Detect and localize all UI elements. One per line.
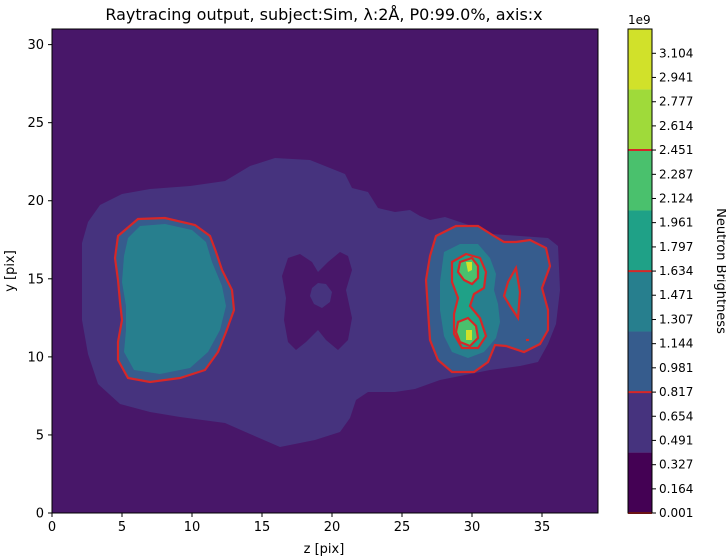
colorbar-tick-label: 1.307 [659,313,693,327]
plot-frame [51,28,599,514]
colorbar-tick-label: 2.777 [659,95,693,109]
x-tick-label: 30 [464,520,481,535]
x-axis: 0 5 10 15 20 25 30 35 [48,513,550,535]
x-axis-label: z [pix] [304,542,345,557]
colorbar-tick-label: 0.164 [659,482,693,496]
colorbar-tick-label: 2.124 [659,191,693,205]
colorbar-tick-label: 0.981 [659,361,693,375]
x-tick-label: 0 [48,520,56,535]
colorbar-swatch [628,89,652,151]
y-tick-label: 20 [27,194,44,209]
contour-line-left [113,216,236,384]
y-tick-label: 10 [27,350,44,365]
colorbar-swatch [628,29,652,90]
chart-title: Raytracing output, subject:Sim, λ:2Å, P0… [105,5,542,24]
x-tick-label: 10 [184,520,201,535]
colorbar-tick-label: 0.817 [659,385,693,399]
colorbar-tick-label: 0.001 [659,506,693,520]
colorbar-tick-label: 0.327 [659,458,693,472]
contour-line-right-inner [450,252,488,350]
contour-line-right-side [502,264,522,322]
y-axis: 0 5 10 15 20 25 30 [27,38,52,522]
contour-line-peak-upper [456,256,480,286]
contour-fill-left-inner [122,224,226,374]
colorbar-swatch [628,331,652,393]
colorbar-tick-label: 1.471 [659,288,693,302]
contour-line-right-outer [424,224,552,374]
y-tick-label: 30 [27,38,44,53]
x-tick-label: 20 [324,520,341,535]
y-tick-label: 5 [36,428,44,443]
colorbar-tick-label: 1.797 [659,240,693,254]
x-tick-label: 25 [394,520,411,535]
x-tick-label: 35 [534,520,551,535]
colorbar-tick-label: 1.961 [659,216,693,230]
colorbar-swatch [628,392,652,453]
colorbar-swatch [628,271,652,332]
colorbar-swatch [628,210,652,272]
contour-line-peak-lower [454,316,480,348]
colorbar-tick-label: 2.451 [659,143,693,157]
contour-lines [113,216,552,384]
colorbar-tick-label: 1.144 [659,337,693,351]
contour-fill-right-peak [466,262,472,340]
colorbar-swatch [628,150,652,211]
colorbar-label: Neutron Brightness [713,208,726,334]
contour-fill-right-side [504,268,520,318]
y-tick-label: 0 [36,507,44,522]
colorbar-exponent: 1e9 [628,13,651,27]
colorbar-tick-label: 1.634 [659,264,693,278]
colorbar-tick-label: 2.614 [659,119,693,133]
y-tick-label: 25 [27,116,44,131]
x-tick-label: 15 [254,520,271,535]
contour-fill-hole-inner [310,283,332,308]
colorbar: 0.001 0.164 0.327 0.491 0.654 0.817 0.981 1.144… [627,28,693,520]
y-tick-label: 15 [27,272,44,287]
x-tick-label: 5 [118,520,126,535]
y-axis-label: y [pix] [3,250,18,292]
colorbar-swatch [628,452,652,513]
colorbar-tick-label: 2.941 [659,70,693,84]
colorbar-tick-label: 2.287 [659,167,693,181]
colorbar-tick-label: 3.104 [659,46,693,60]
colorbar-tick-label: 0.491 [659,433,693,447]
plot-area [52,29,598,513]
colorbar-tick-label: 0.654 [659,409,693,423]
